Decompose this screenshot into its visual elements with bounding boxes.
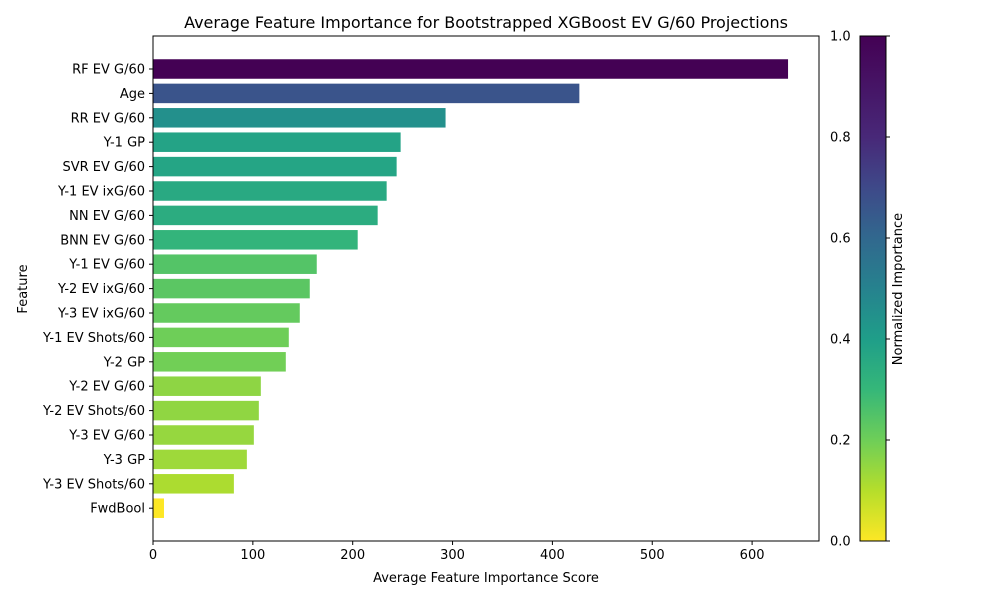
bar [153, 449, 247, 470]
y-tick-label: SVR EV G/60 [62, 160, 145, 175]
bar [153, 278, 310, 299]
y-tick-label: Y-1 EV Shots/60 [42, 331, 145, 346]
x-tick-label: 600 [740, 548, 765, 563]
y-tick-label: RR EV G/60 [71, 111, 145, 126]
x-axis-label: Average Feature Importance Score [373, 571, 599, 586]
x-ticks: 0 100 200 300 400 500 600 [149, 541, 765, 563]
bar [153, 230, 358, 250]
y-tick-label: Y-3 EV Shots/60 [42, 477, 145, 492]
bar [153, 108, 446, 128]
bar [153, 205, 378, 226]
x-tick-label: 200 [340, 548, 365, 563]
y-tick-label: Y-2 EV Shots/60 [42, 404, 145, 419]
y-tick-label: Y-1 EV ixG/60 [57, 185, 145, 200]
y-tick-label: Y-3 EV G/60 [68, 429, 145, 444]
x-tick-label: 0 [149, 548, 157, 563]
y-tick-label: Y-2 EV G/60 [68, 380, 145, 395]
colorbar-tick-label: 0.2 [830, 434, 851, 449]
x-tick-label: 100 [240, 548, 265, 563]
y-axis-label: Feature [16, 264, 31, 313]
bar [153, 83, 580, 104]
x-tick-label: 400 [540, 548, 565, 563]
bar [153, 59, 789, 79]
y-tick-label: NN EV G/60 [69, 209, 145, 224]
y-tick-label: RF EV G/60 [72, 63, 145, 78]
colorbar [859, 35, 887, 542]
bar [153, 400, 259, 421]
y-tick-label: Y-1 EV G/60 [68, 258, 145, 273]
colorbar-tick-label: 0.0 [830, 535, 851, 550]
bar [153, 254, 317, 274]
colorbar-tick-label: 0.8 [830, 131, 851, 146]
y-tick-label: FwdBool [90, 502, 145, 517]
colorbar-label: Normalized Importance [891, 213, 906, 365]
bar [153, 327, 289, 348]
y-tick-labels: RF EV G/60 Age RR EV G/60 Y-1 GP SVR EV G/60… [42, 63, 153, 517]
bars-group [153, 59, 789, 518]
bar [153, 352, 286, 372]
colorbar-tick-label: 1.0 [830, 30, 851, 45]
x-tick-label: 500 [640, 548, 665, 563]
y-tick-label: Y-3 GP [103, 453, 146, 468]
y-tick-label: Age [120, 87, 145, 102]
y-tick-label: Y-1 GP [103, 136, 146, 151]
bar [153, 425, 254, 445]
colorbar-tick-label: 0.4 [830, 333, 851, 348]
bar [153, 376, 261, 396]
colorbar-tick-label: 0.6 [830, 232, 851, 247]
plot-frame [152, 35, 820, 542]
chart-title: Average Feature Importance for Bootstrap… [184, 13, 788, 32]
y-tick-label: Y-3 EV ixG/60 [57, 307, 145, 322]
bar [153, 474, 234, 494]
colorbar-ticks: 0.0 0.2 0.4 0.6 0.8 1.0 [830, 30, 890, 550]
bar [153, 156, 397, 177]
y-tick-label: Y-2 EV ixG/60 [57, 282, 145, 297]
x-tick-label: 300 [440, 548, 465, 563]
bar [153, 132, 401, 152]
bar [153, 498, 164, 518]
bar [153, 181, 387, 201]
bar [153, 303, 300, 323]
y-tick-label: BNN EV G/60 [60, 233, 145, 248]
y-tick-label: Y-2 GP [103, 355, 146, 370]
